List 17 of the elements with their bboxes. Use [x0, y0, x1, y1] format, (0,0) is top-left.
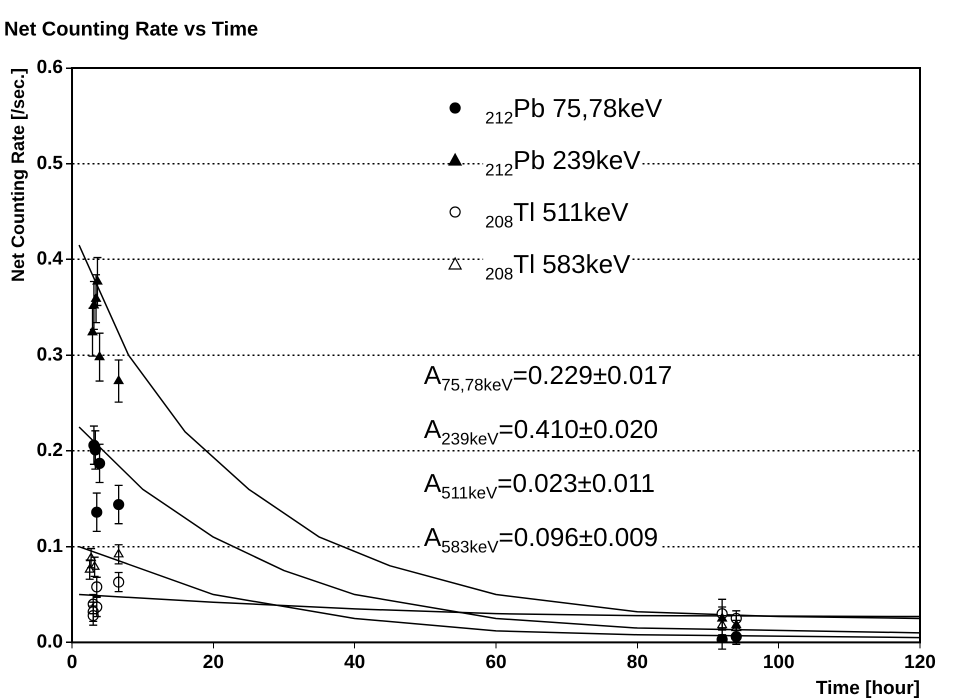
y-tick-label: 0.3 [36, 344, 64, 366]
x-tick-label: 80 [626, 652, 648, 674]
x-tick-label: 60 [485, 652, 507, 674]
x-tick-label: 40 [344, 652, 366, 674]
y-tick-label: 0.2 [36, 440, 64, 462]
y-tick-label: 0.0 [36, 632, 64, 653]
x-axis-title: Time [hour] [816, 678, 920, 699]
y-tick-label: 0.6 [36, 57, 64, 78]
x-tick-label: 0 [66, 652, 78, 674]
x-tick-label: 120 [904, 652, 936, 674]
x-tick-label: 20 [202, 652, 224, 674]
y-tick-label: 0.4 [36, 248, 64, 270]
y-tick-label: 0.5 [36, 152, 64, 174]
chart-title: Net Counting Rate vs Time [4, 18, 258, 41]
y-tick-label: 0.1 [36, 536, 64, 557]
x-tick-label: 100 [762, 652, 795, 674]
y-axis-title: Net Counting Rate [/sec.] [8, 68, 28, 282]
